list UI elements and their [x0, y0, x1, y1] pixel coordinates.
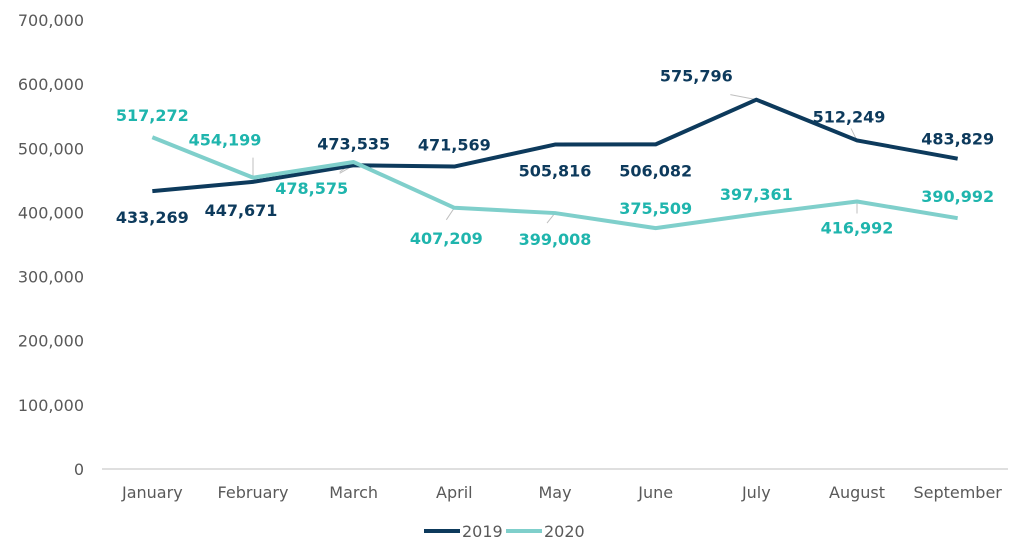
data-label-2020: 416,992: [821, 219, 894, 238]
data-label-2020: 478,575: [275, 179, 348, 198]
data-label-2020: 397,361: [720, 185, 793, 204]
y-tick-label: 300,000: [18, 268, 84, 287]
x-tick-label: July: [741, 483, 771, 502]
x-tick-label: August: [829, 483, 885, 502]
data-label-2020: 399,008: [519, 230, 592, 249]
data-label-2020: 390,992: [921, 187, 994, 206]
legend-label-2019: 2019: [462, 522, 503, 541]
y-axis: 0 100,000 200,000 300,000 400,000 500,000 600,…: [18, 11, 84, 479]
data-label-2019: 447,671: [205, 201, 278, 220]
x-axis: January February March April May June July Augu…: [121, 483, 1002, 502]
y-tick-label: 200,000: [18, 332, 84, 351]
y-tick-label: 0: [74, 460, 84, 479]
series-line-2020: [151, 135, 958, 231]
series-line-2019: [152, 97, 959, 194]
data-label-2019: 506,082: [619, 161, 692, 180]
x-tick-label: February: [218, 483, 289, 502]
data-label-2019: 575,796: [660, 67, 733, 86]
series-lines: [151, 97, 959, 231]
label-leader-line: [730, 94, 757, 101]
x-tick-label: June: [637, 483, 673, 502]
label-leader-line: [445, 207, 455, 221]
legend: 2019 2020: [424, 522, 585, 541]
y-tick-label: 500,000: [18, 139, 84, 158]
data-label-2019: 471,569: [418, 136, 491, 155]
x-tick-label: September: [913, 483, 1002, 502]
data-label-2019: 433,269: [116, 208, 189, 227]
y-tick-label: 100,000: [18, 396, 84, 415]
data-labels: 433,269 447,671 473,535 471,569 505,816 506,0…: [116, 67, 994, 249]
y-tick-label: 700,000: [18, 11, 84, 30]
data-label-2019: 505,816: [519, 162, 592, 181]
x-tick-label: March: [329, 483, 378, 502]
x-tick-label: April: [436, 483, 473, 502]
x-tick-label: January: [121, 483, 183, 502]
legend-label-2020: 2020: [544, 522, 585, 541]
y-tick-label: 600,000: [18, 75, 84, 94]
data-label-2020: 407,209: [410, 229, 483, 248]
data-label-2019: 473,535: [317, 134, 390, 153]
data-label-2020: 454,199: [189, 131, 262, 150]
data-label-2020: 375,509: [619, 199, 692, 218]
data-label-2019: 512,249: [813, 107, 886, 126]
x-tick-label: May: [538, 483, 571, 502]
data-label-2019: 483,829: [921, 130, 994, 149]
data-label-2020: 517,272: [116, 106, 189, 125]
y-tick-label: 400,000: [18, 203, 84, 222]
